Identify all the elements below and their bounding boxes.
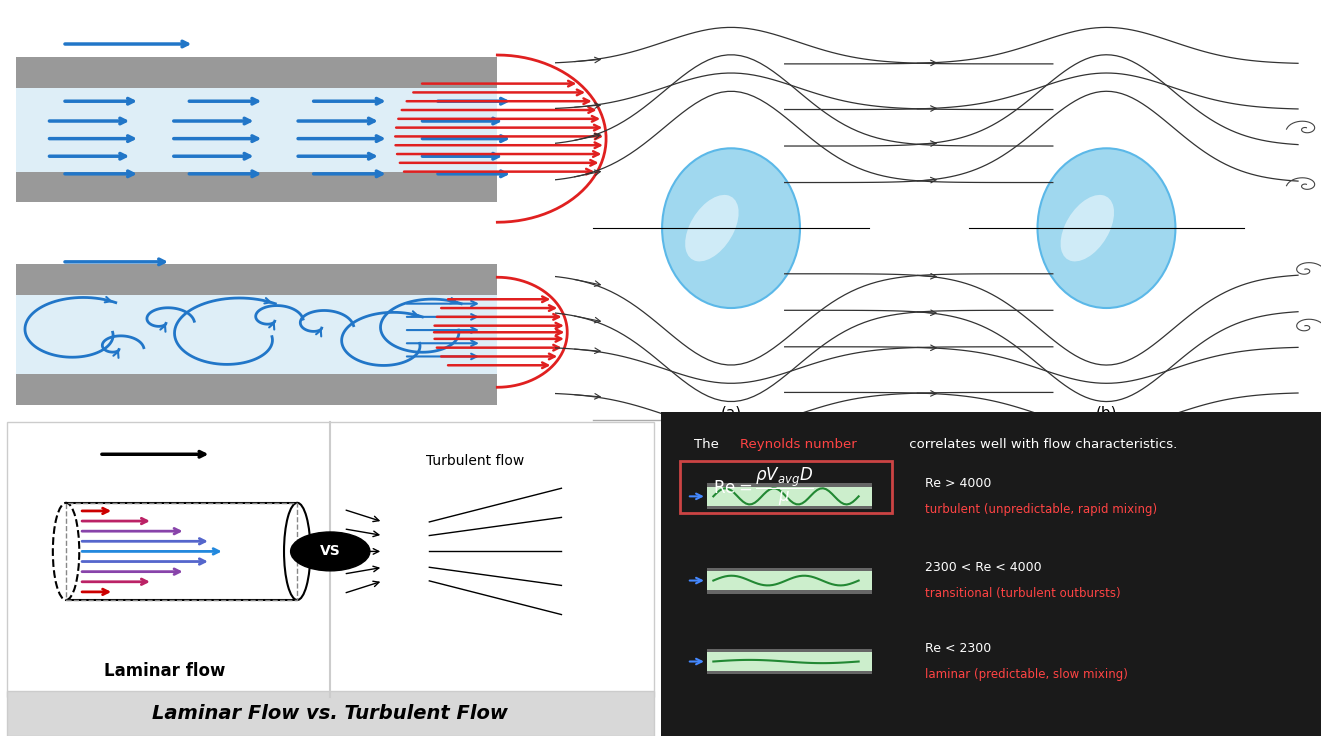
Bar — [707, 648, 872, 652]
Ellipse shape — [686, 195, 738, 261]
Text: turbulent (unpredictable, rapid mixing): turbulent (unpredictable, rapid mixing) — [925, 503, 1157, 516]
Bar — [707, 484, 872, 486]
FancyBboxPatch shape — [16, 88, 497, 171]
Bar — [707, 506, 872, 509]
FancyBboxPatch shape — [16, 57, 497, 88]
Text: transitional (turbulent outbursts): transitional (turbulent outbursts) — [925, 587, 1120, 600]
Text: The: The — [694, 438, 723, 451]
Text: VS: VS — [320, 545, 341, 559]
Text: laminar (predictable, slow mixing): laminar (predictable, slow mixing) — [925, 668, 1128, 681]
Circle shape — [291, 532, 370, 571]
FancyBboxPatch shape — [16, 295, 497, 374]
FancyBboxPatch shape — [16, 171, 497, 202]
Bar — [707, 567, 872, 571]
Ellipse shape — [284, 503, 310, 600]
Ellipse shape — [53, 503, 79, 600]
Bar — [66, 503, 297, 600]
Bar — [707, 648, 872, 674]
Text: 2300 < Re < 4000: 2300 < Re < 4000 — [925, 561, 1041, 574]
FancyBboxPatch shape — [680, 461, 892, 512]
Ellipse shape — [662, 149, 801, 308]
Bar — [707, 671, 872, 674]
FancyBboxPatch shape — [16, 264, 497, 295]
FancyBboxPatch shape — [7, 690, 654, 736]
Text: Laminar Flow vs. Turbulent Flow: Laminar Flow vs. Turbulent Flow — [152, 704, 509, 723]
Ellipse shape — [1037, 149, 1176, 308]
Text: (b): (b) — [1095, 406, 1118, 420]
Text: Reynolds number: Reynolds number — [740, 438, 856, 451]
Bar — [707, 567, 872, 593]
Text: Re < 2300: Re < 2300 — [925, 642, 991, 655]
Text: (a): (a) — [720, 406, 741, 420]
FancyBboxPatch shape — [16, 374, 497, 405]
Ellipse shape — [1061, 195, 1114, 261]
Text: Re > 4000: Re > 4000 — [925, 477, 991, 490]
Bar — [707, 484, 872, 509]
Text: Turbulent flow: Turbulent flow — [427, 453, 524, 468]
FancyBboxPatch shape — [7, 422, 654, 697]
Text: $\mathrm{Re} = \dfrac{\rho V_{avg} D}{\mu}$: $\mathrm{Re} = \dfrac{\rho V_{avg} D}{\m… — [713, 466, 814, 508]
Text: correlates well with flow characteristics.: correlates well with flow characteristic… — [905, 438, 1177, 451]
Bar — [707, 590, 872, 593]
Text: Laminar flow: Laminar flow — [104, 662, 226, 680]
Bar — [66, 503, 297, 600]
